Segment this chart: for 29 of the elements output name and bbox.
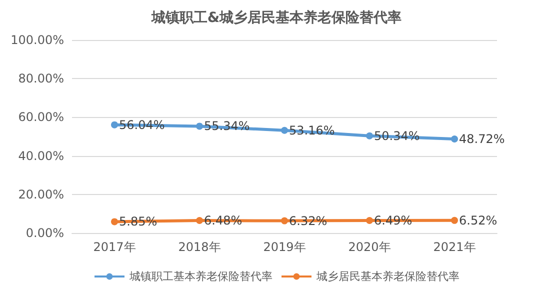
point	[196, 216, 203, 224]
y-tick-label: 0.00%	[26, 226, 64, 240]
point	[111, 218, 118, 226]
data-label: 6.52%	[459, 213, 498, 228]
point	[366, 216, 373, 224]
y-tick-label: 80.00%	[18, 72, 64, 86]
point	[366, 132, 373, 140]
y-tick-label: 20.00%	[18, 187, 64, 202]
data-label: 48.72%	[459, 132, 505, 146]
data-label: 6.49%	[374, 213, 412, 228]
y-tick-label: 40.00%	[18, 148, 64, 163]
x-tick-label: 2021年	[433, 240, 476, 254]
point	[111, 121, 118, 128]
x-tick-label: 2018年	[178, 240, 221, 254]
point	[281, 217, 288, 224]
x-tick-label: 2017年	[93, 240, 136, 254]
point	[451, 135, 458, 142]
point	[281, 126, 288, 134]
chart-title: 城镇职工&城乡居民基本养老保险替代率	[150, 9, 402, 26]
point	[451, 216, 458, 224]
y-tick-label: 60.00%	[18, 110, 64, 124]
point	[196, 122, 203, 130]
data-label: 6.48%	[204, 213, 242, 228]
y-tick-label: 100.00%	[10, 33, 64, 47]
x-tick-label: 2020年	[348, 240, 391, 254]
legend-label: 城镇职工基本养老保险替代率	[128, 270, 272, 283]
data-label: 5.85%	[119, 214, 158, 229]
x-tick-label: 2019年	[263, 240, 306, 254]
legend-label: 城乡居民基本养老保险替代率	[316, 270, 460, 283]
